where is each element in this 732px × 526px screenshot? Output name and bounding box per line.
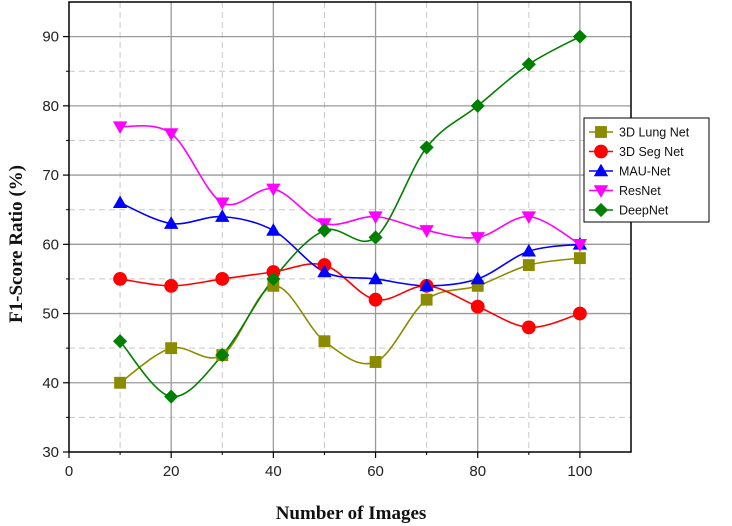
data-point-3d-seg-net [113,272,127,286]
y-tick-label: 30 [42,444,59,461]
data-point-deepnet [368,230,383,245]
data-point-3d-lung-net [318,335,331,348]
series-line-resnet [119,124,581,246]
data-point-resnet [215,197,230,211]
legend-marker-resnet [593,185,609,198]
x-tick-label: 60 [367,463,384,480]
legend-marker-deepnet [593,202,609,218]
axis-ticks: 0 20 40 60 80 100 30 40 50 60 70 80 90 [42,29,592,480]
x-axis-title: Number of Images [276,503,427,524]
data-point-deepnet [317,223,332,238]
series-markers [112,29,588,404]
y-tick-label: 90 [42,29,59,46]
data-point-resnet [572,239,588,252]
data-point-resnet [112,121,128,134]
data-point-deepnet [572,29,587,44]
data-point-deepnet [521,57,536,72]
series-lines [119,35,581,398]
data-point-deepnet [215,348,230,363]
data-point-deepnet [419,140,434,155]
plot-area-frame [68,1,632,453]
data-point-3d-lung-net [573,252,586,265]
data-point-resnet [368,211,383,224]
data-point-3d-seg-net [521,320,536,335]
data-point-resnet [521,211,537,224]
data-point-deepnet [266,271,281,286]
legend-marker-3d-seg-net [594,144,608,159]
data-point-3d-lung-net [522,259,535,272]
data-point-mau-net [419,278,434,292]
legend-label-resnet: ResNet [619,184,661,198]
y-tick-label: 60 [42,236,59,253]
data-point-3d-seg-net [215,272,230,286]
legend-marker-3d-lung-net [595,126,607,138]
y-tick-label: 50 [42,306,59,323]
legend: 3D Lung Net 3D Seg Net MAU-Net ResNet DeepNe… [583,117,710,223]
data-point-3d-lung-net [114,376,127,389]
x-tick-label: 80 [469,463,486,480]
data-point-mau-net [163,216,179,229]
x-tick-label: 100 [567,463,592,480]
y-axis-title: F1-Score Ratio (%) [6,165,27,323]
x-tick-label: 0 [65,463,73,480]
data-point-3d-seg-net [470,299,485,314]
data-point-resnet [163,128,179,141]
data-point-mau-net [215,209,230,222]
data-point-resnet [470,232,485,245]
series-line-3d-seg-net [119,263,581,329]
data-point-resnet [266,183,281,197]
data-point-resnet [419,225,434,238]
y-tick-label: 40 [42,375,59,392]
legend-label-mau-net: MAU-Net [619,165,671,179]
data-point-deepnet [113,334,128,349]
data-point-mau-net [368,271,383,285]
legend-label-3d-lung-net: 3D Lung Net [619,126,690,140]
x-tick-label: 40 [265,463,282,480]
data-point-mau-net [112,195,128,209]
data-point-3d-lung-net [165,342,178,355]
series-line-deepnet [119,35,581,398]
grid [69,2,631,452]
data-point-mau-net [521,243,537,257]
legend-marker-mau-net [593,163,609,177]
series-line-mau-net [119,202,581,287]
y-tick-label: 80 [42,98,59,115]
series-line-3d-lung-net [119,257,581,384]
data-point-mau-net [317,264,332,278]
data-point-deepnet [164,389,179,404]
data-point-3d-seg-net [164,278,179,293]
data-point-mau-net [470,271,485,285]
data-point-3d-lung-net [420,293,433,306]
legend-label-deepnet: DeepNet [619,204,669,218]
x-tick-label: 20 [163,463,180,480]
y-tick-label: 70 [42,167,59,184]
legend-label-3d-seg-net: 3D Seg Net [619,145,684,159]
data-point-mau-net [266,223,281,236]
data-point-deepnet [470,98,485,113]
data-point-3d-lung-net [369,356,382,368]
data-point-3d-seg-net [368,292,383,307]
data-point-3d-seg-net [573,306,587,321]
